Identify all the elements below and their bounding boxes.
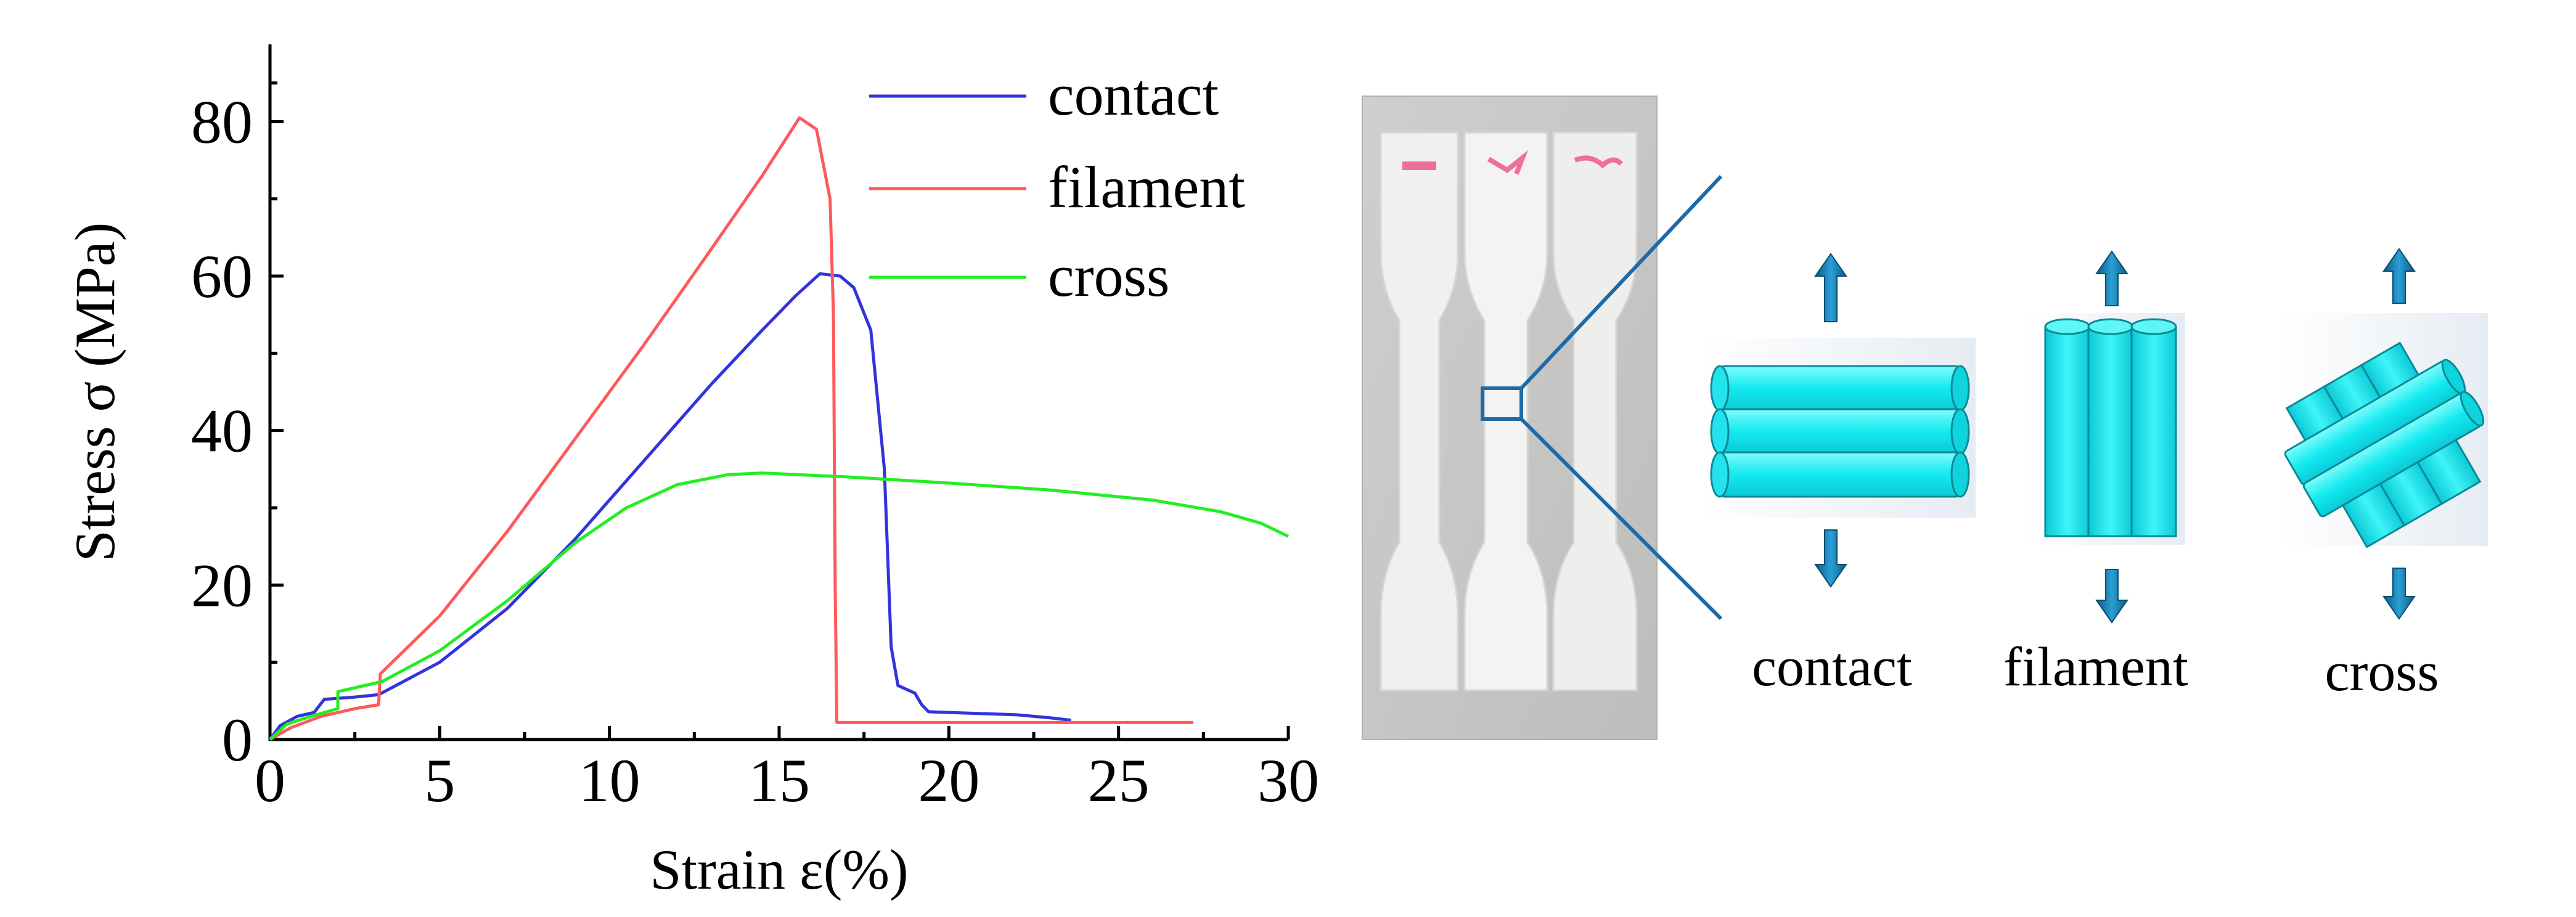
series-line-contact (268, 272, 1071, 741)
filament-cylinders (2044, 318, 2177, 537)
contact-label: contact (1752, 637, 1912, 698)
tension-arrow-down-icon (2095, 569, 2128, 624)
zoom-line-bottom (1519, 417, 1723, 621)
tension-arrow-down-icon (2382, 568, 2416, 620)
y-axis-title: Stress σ (MPa) (63, 222, 126, 561)
filament-diagram: filament (2003, 250, 2188, 698)
specimen-mark-1 (1402, 161, 1436, 170)
x-tick-label: 20 (918, 746, 979, 815)
y-tick-label: 20 (191, 551, 253, 619)
series-group (268, 116, 1290, 741)
stress-strain-chart: 0 5 10 15 20 25 30 0 20 40 60 80 Strain ε(%) Stress… (63, 44, 1319, 901)
plot-area (270, 44, 1288, 740)
series-line-filament (269, 116, 1193, 741)
tension-arrow-up-icon (1814, 253, 1847, 322)
specimen-3 (1552, 131, 1638, 691)
y-tick-label: 80 (191, 88, 253, 156)
legend-label-cross: cross (1048, 243, 1169, 309)
zoom-box (1481, 386, 1523, 421)
x-tick-label: 25 (1088, 746, 1150, 815)
zoom-line-top (1519, 174, 1723, 390)
x-tick-label: 30 (1257, 746, 1319, 815)
specimen-mark-3 (1574, 155, 1624, 169)
specimen-2 (1463, 131, 1548, 691)
axis-ticks: 0 5 10 15 20 25 30 0 20 40 60 80 (191, 81, 1319, 815)
tension-arrow-up-icon (2095, 250, 2128, 306)
series-line-cross (269, 471, 1290, 741)
x-tick-label: 10 (579, 746, 640, 815)
x-tick-label: 0 (255, 746, 285, 815)
y-tick-label: 60 (191, 242, 253, 311)
legend-label-filament: filament (1048, 154, 1245, 220)
y-tick-label: 0 (222, 706, 253, 774)
cross-cylinders (2284, 341, 2485, 548)
legend: contact filament cross (869, 62, 1245, 309)
filament-label: filament (2003, 637, 2188, 698)
legend-label-contact: contact (1048, 62, 1219, 128)
x-axis-title: Strain ε(%) (650, 838, 908, 901)
tension-arrow-up-icon (2382, 248, 2416, 304)
photo-frame (1362, 96, 1658, 740)
x-tick-label: 15 (748, 746, 810, 815)
specimen-1 (1380, 131, 1459, 691)
tension-arrow-down-icon (1814, 529, 1847, 588)
contact-cylinders (1710, 365, 1970, 498)
x-tick-label: 5 (424, 746, 455, 815)
cross-diagram: cross (2280, 248, 2488, 703)
y-tick-label: 40 (191, 397, 253, 465)
contact-diagram: contact (1698, 253, 1976, 698)
specimen-mark-2 (1487, 150, 1529, 175)
cross-label: cross (2325, 642, 2439, 703)
specimen-photo (1362, 96, 1658, 740)
